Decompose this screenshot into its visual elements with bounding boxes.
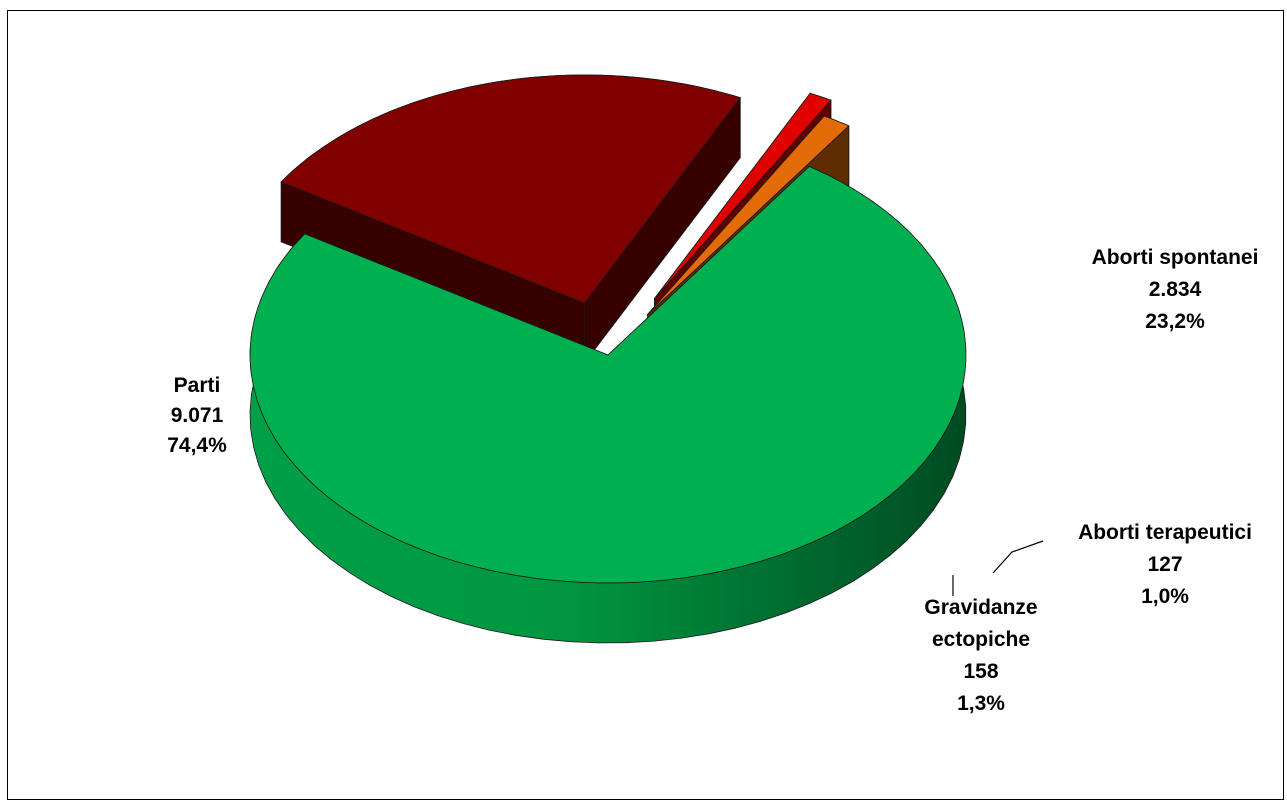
label-parti-value: 9.071: [171, 404, 224, 427]
label-parti-name: Parti: [174, 374, 221, 397]
label-aborti-terapeutici-name: Aborti terapeutici: [1078, 521, 1252, 544]
label-gravidanze-ectopiche-value: 158: [963, 660, 998, 683]
label-aborti-terapeutici-value: 127: [1147, 553, 1182, 576]
label-aborti-spontanei-value: 2.834: [1149, 278, 1202, 301]
label-aborti-terapeutici-percent: 1,0%: [1141, 585, 1189, 608]
label-gravidanze-ectopiche-line1: Gravidanze: [924, 596, 1037, 619]
label-gravidanze-ectopiche-percent: 1,3%: [957, 692, 1005, 715]
label-aborti-spontanei-name: Aborti spontanei: [1092, 246, 1259, 269]
label-gravidanze-ectopiche-line2: ectopiche: [932, 628, 1030, 651]
label-aborti-spontanei-percent: 23,2%: [1145, 310, 1205, 333]
leader-line-aborti-terapeutici: [993, 541, 1043, 573]
label-parti-percent: 74,4%: [167, 434, 227, 457]
